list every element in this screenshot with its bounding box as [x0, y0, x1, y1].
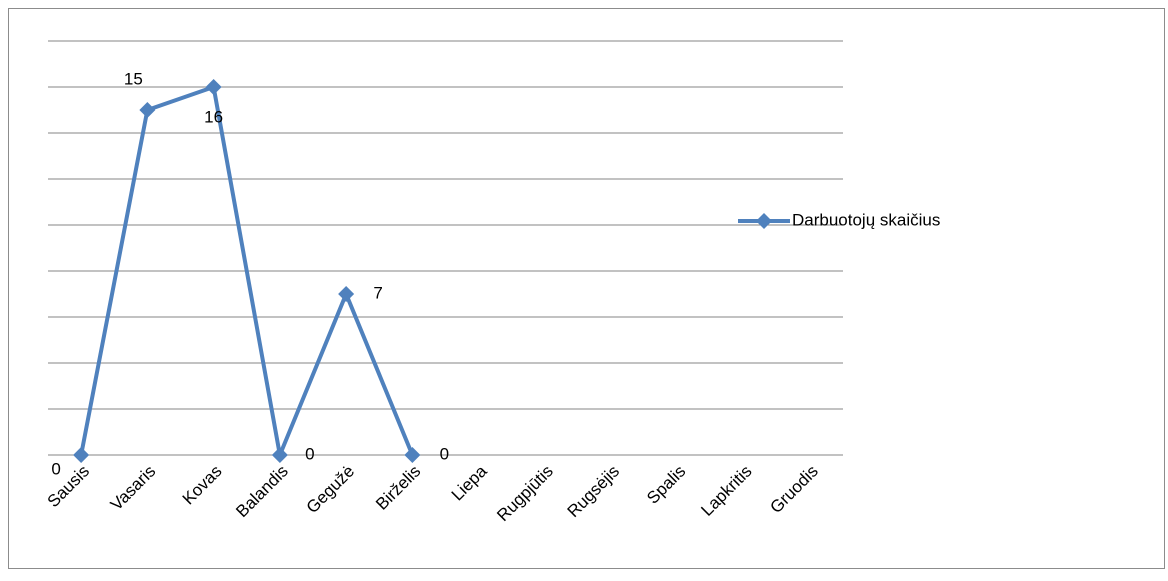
- data-point: [205, 79, 222, 95]
- data-label: 15: [124, 69, 143, 88]
- data-label: 16: [204, 107, 223, 126]
- data-point: [271, 447, 288, 463]
- data-point: [73, 447, 90, 463]
- data-label: 0: [440, 444, 449, 463]
- data-label: 0: [305, 444, 314, 463]
- data-label: 0: [51, 459, 60, 478]
- data-point: [139, 102, 156, 118]
- data-point: [338, 286, 355, 302]
- legend-marker: [756, 213, 772, 229]
- data-line: [79, 85, 415, 457]
- chart-frame: [8, 8, 1165, 569]
- legend-label: Darbuotojų skaičius: [792, 210, 940, 229]
- data-label: 7: [373, 283, 382, 302]
- data-point: [404, 447, 421, 463]
